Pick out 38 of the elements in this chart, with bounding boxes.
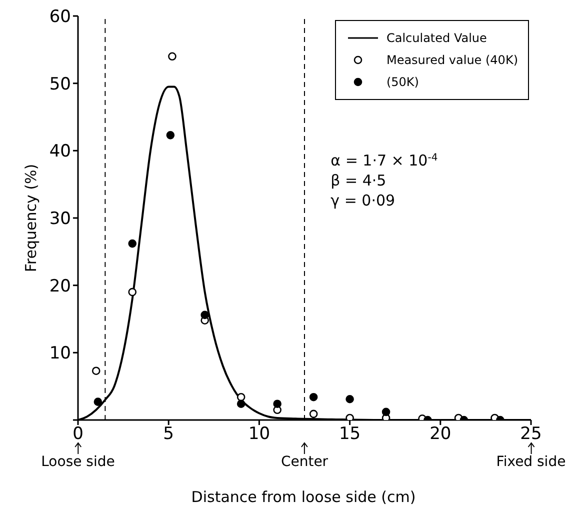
y-tick-label: 20 <box>49 276 71 296</box>
x-axis-title: Distance from loose side (cm) <box>191 488 416 506</box>
point <box>309 410 318 418</box>
annotation: γ = 0·09 <box>330 191 396 210</box>
x-tick-label: 0 <box>72 424 84 444</box>
point <box>309 392 318 402</box>
point <box>92 366 100 375</box>
x-tick-label: 5 <box>163 424 174 444</box>
x-tick-label: 15 <box>338 424 361 444</box>
annotation: Fixed side <box>496 454 566 470</box>
point <box>200 310 209 320</box>
point <box>346 414 354 420</box>
point <box>346 394 354 404</box>
legend-label: (50K) <box>386 75 419 89</box>
annotation: Center <box>280 454 328 470</box>
x-tick-label: 20 <box>430 424 452 444</box>
annotation: Loose side <box>41 454 115 470</box>
point <box>273 400 282 408</box>
point <box>128 288 137 296</box>
legend-label: Calculated Value <box>386 31 487 45</box>
y-tick-label: 10 <box>49 344 71 364</box>
y-tick-label: 40 <box>49 142 71 162</box>
x-tick-label: 25 <box>520 424 542 444</box>
y-axis-title: Frequency (%) <box>22 164 40 272</box>
point <box>382 408 390 416</box>
annotation: α = 1·7 × 10$^{-4}$ <box>330 151 438 170</box>
y-tick-label: 30 <box>49 209 71 230</box>
point <box>236 400 246 408</box>
point <box>128 239 137 248</box>
point <box>94 398 102 406</box>
y-tick-label: 60 <box>49 7 71 28</box>
point <box>236 392 246 402</box>
y-tick-label: 50 <box>49 74 71 94</box>
legend-label: Measured value (40K) <box>386 53 518 67</box>
point <box>166 131 175 140</box>
x-tick-label: 10 <box>248 424 270 444</box>
annotation: β = 4·5 <box>330 171 386 190</box>
point <box>168 52 176 61</box>
